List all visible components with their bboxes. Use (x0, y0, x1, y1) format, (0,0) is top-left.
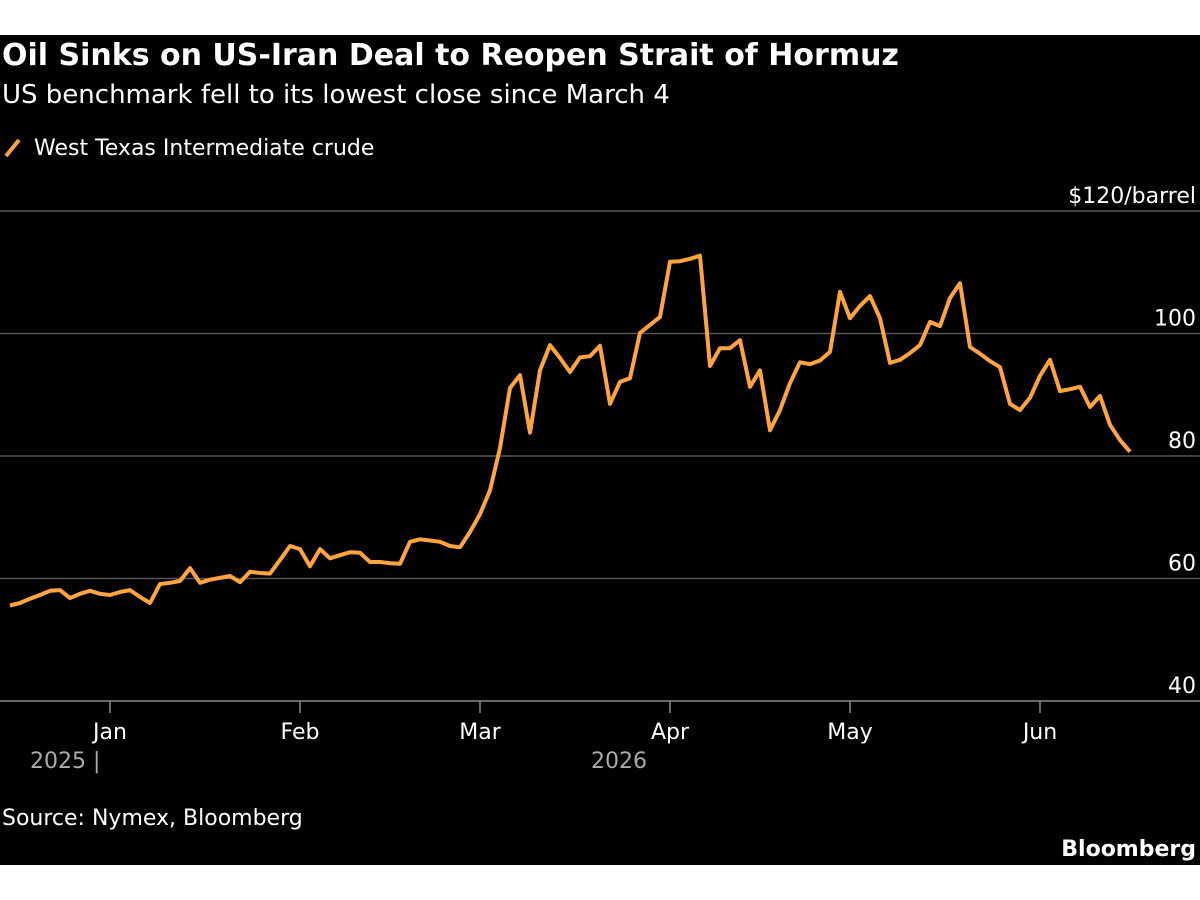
y-tick-label: 60 (1168, 552, 1196, 577)
y-tick-label: 80 (1168, 429, 1196, 454)
x-tick-label: Jun (1021, 720, 1057, 745)
background (0, 35, 1200, 865)
x-tick-label: May (827, 720, 872, 745)
source: Source: Nymex, Bloomberg (2, 806, 303, 831)
year-label: 2026 (591, 749, 647, 774)
x-tick-label: Apr (651, 720, 690, 745)
year-label: 2025 | (30, 749, 100, 774)
chart-subtitle: US benchmark fell to its lowest close si… (2, 80, 670, 110)
brand: Bloomberg (1061, 837, 1196, 862)
x-tick-label: Jan (91, 720, 127, 745)
x-tick-label: Feb (281, 720, 320, 745)
data-line (9, 253, 1132, 608)
legend-swatch (4, 138, 21, 158)
chart-title: Oil Sinks on US-Iran Deal to Reopen Stra… (2, 38, 899, 73)
y-tick-label: 40 (1168, 674, 1196, 699)
y-tick-label: $120/barrel (1068, 184, 1196, 209)
x-tick-label: Mar (459, 720, 501, 745)
y-tick-label: 100 (1154, 307, 1196, 332)
legend-label: West Texas Intermediate crude (34, 136, 374, 161)
